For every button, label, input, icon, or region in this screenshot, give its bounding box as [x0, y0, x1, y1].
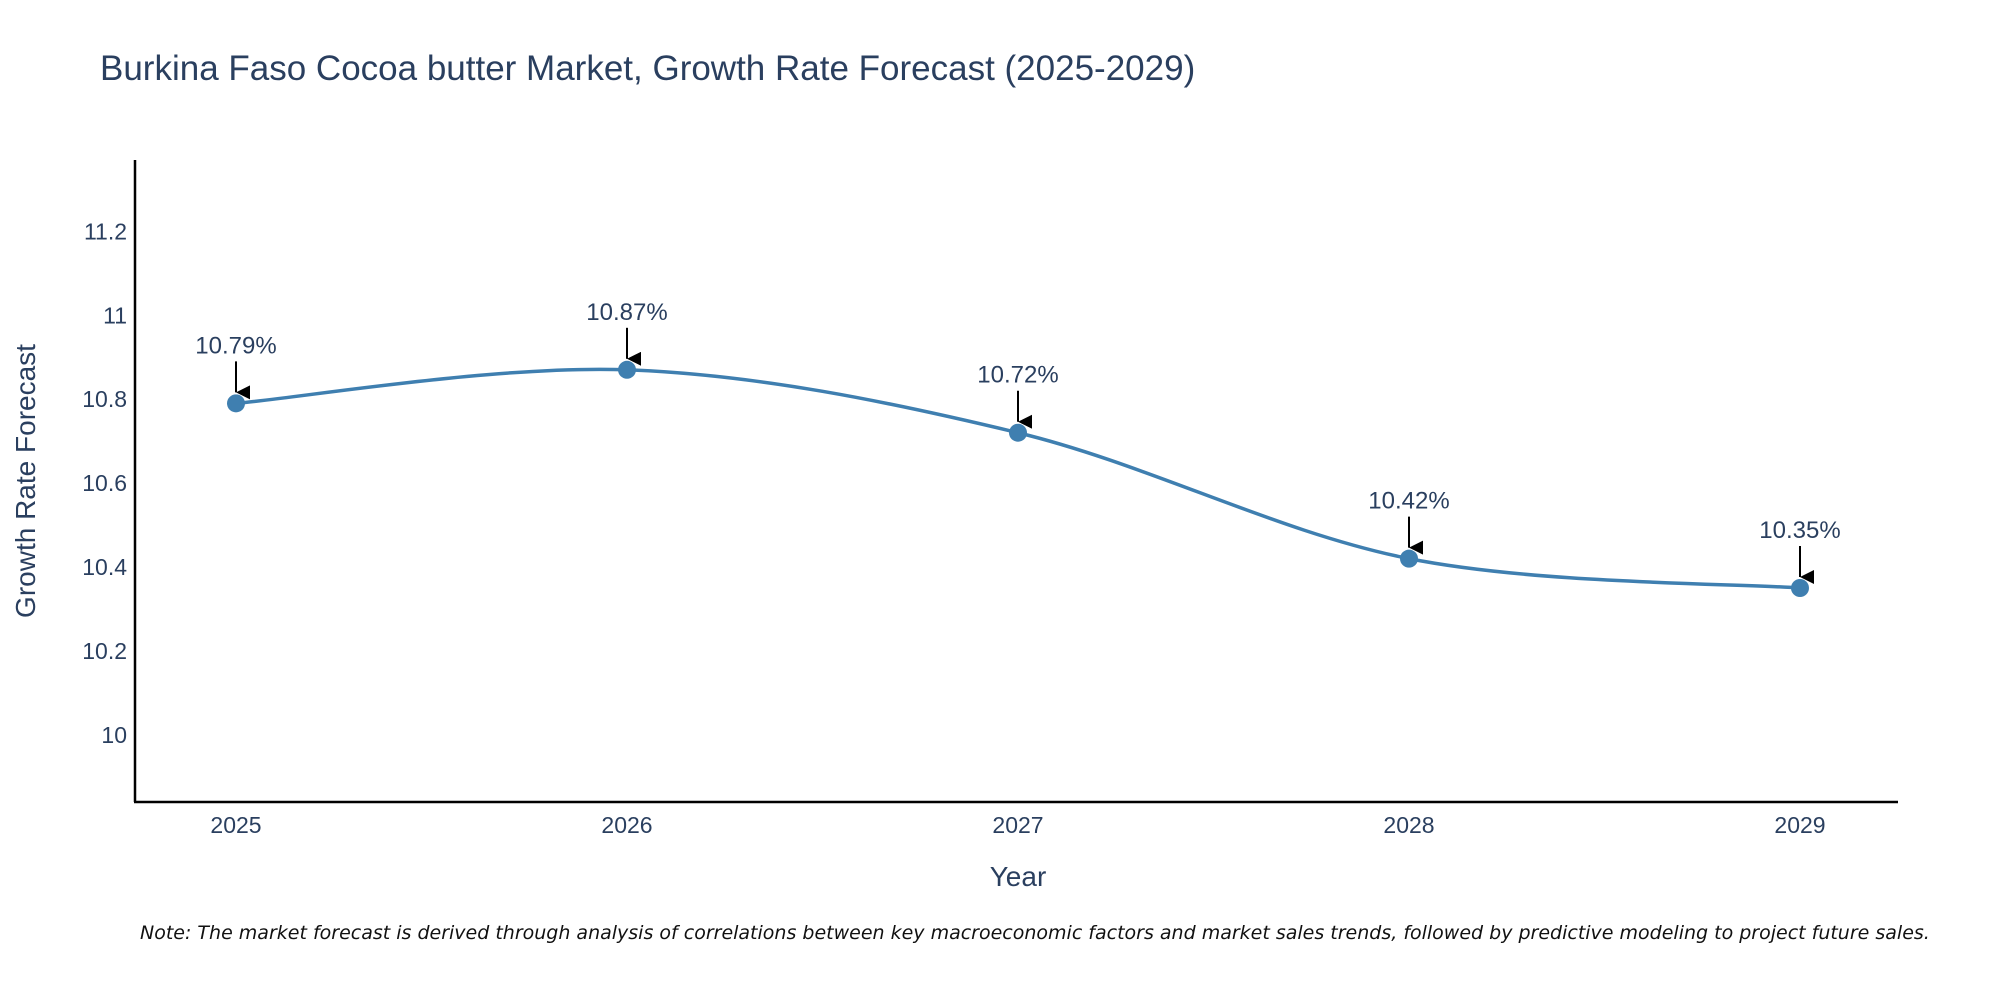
- y-tick-label: 11.2: [84, 218, 127, 244]
- y-tick-label: 10: [101, 722, 127, 748]
- x-tick-label: 2029: [1774, 812, 1825, 838]
- data-label: 10.35%: [1759, 517, 1840, 544]
- y-tick-label: 10.8: [82, 386, 127, 412]
- x-tick-label: 2028: [1383, 812, 1434, 838]
- y-tick-label: 10.2: [82, 638, 127, 664]
- x-tick-labels: 2025 2026 2027 2028 2029: [210, 812, 1825, 838]
- data-label: 10.72%: [977, 362, 1058, 389]
- data-label: 10.79%: [195, 332, 276, 359]
- y-tick-labels: 10 10.2 10.4 10.6 10.8 11 11.2: [82, 218, 127, 748]
- y-tick-label: 10.4: [82, 554, 127, 580]
- x-tick-label: 2027: [992, 812, 1043, 838]
- chart-title: Burkina Faso Cocoa butter Market, Growth…: [100, 49, 1195, 88]
- y-tick-label: 10.6: [82, 470, 127, 496]
- x-axis-title: Year: [990, 861, 1047, 892]
- data-point-2027[interactable]: [1009, 423, 1027, 442]
- axes: [133, 160, 1898, 804]
- data-point-2028[interactable]: [1400, 549, 1418, 568]
- y-tick-label: 11: [103, 302, 127, 328]
- x-tick-label: 2026: [601, 812, 652, 838]
- x-tick-label: 2025: [210, 812, 261, 838]
- data-point-2026[interactable]: [618, 360, 636, 379]
- data-annotations: 10.79% 10.87% 10.72% 10.42% 10.35%: [195, 299, 1841, 584]
- data-label: 10.42%: [1368, 488, 1449, 515]
- data-label: 10.87%: [586, 299, 667, 326]
- data-point-2029[interactable]: [1791, 579, 1809, 597]
- data-point-2025[interactable]: [227, 394, 245, 413]
- y-axis-title: Growth Rate Forecast: [10, 344, 41, 618]
- footnote: Note: The market forecast is derived thr…: [140, 922, 1930, 944]
